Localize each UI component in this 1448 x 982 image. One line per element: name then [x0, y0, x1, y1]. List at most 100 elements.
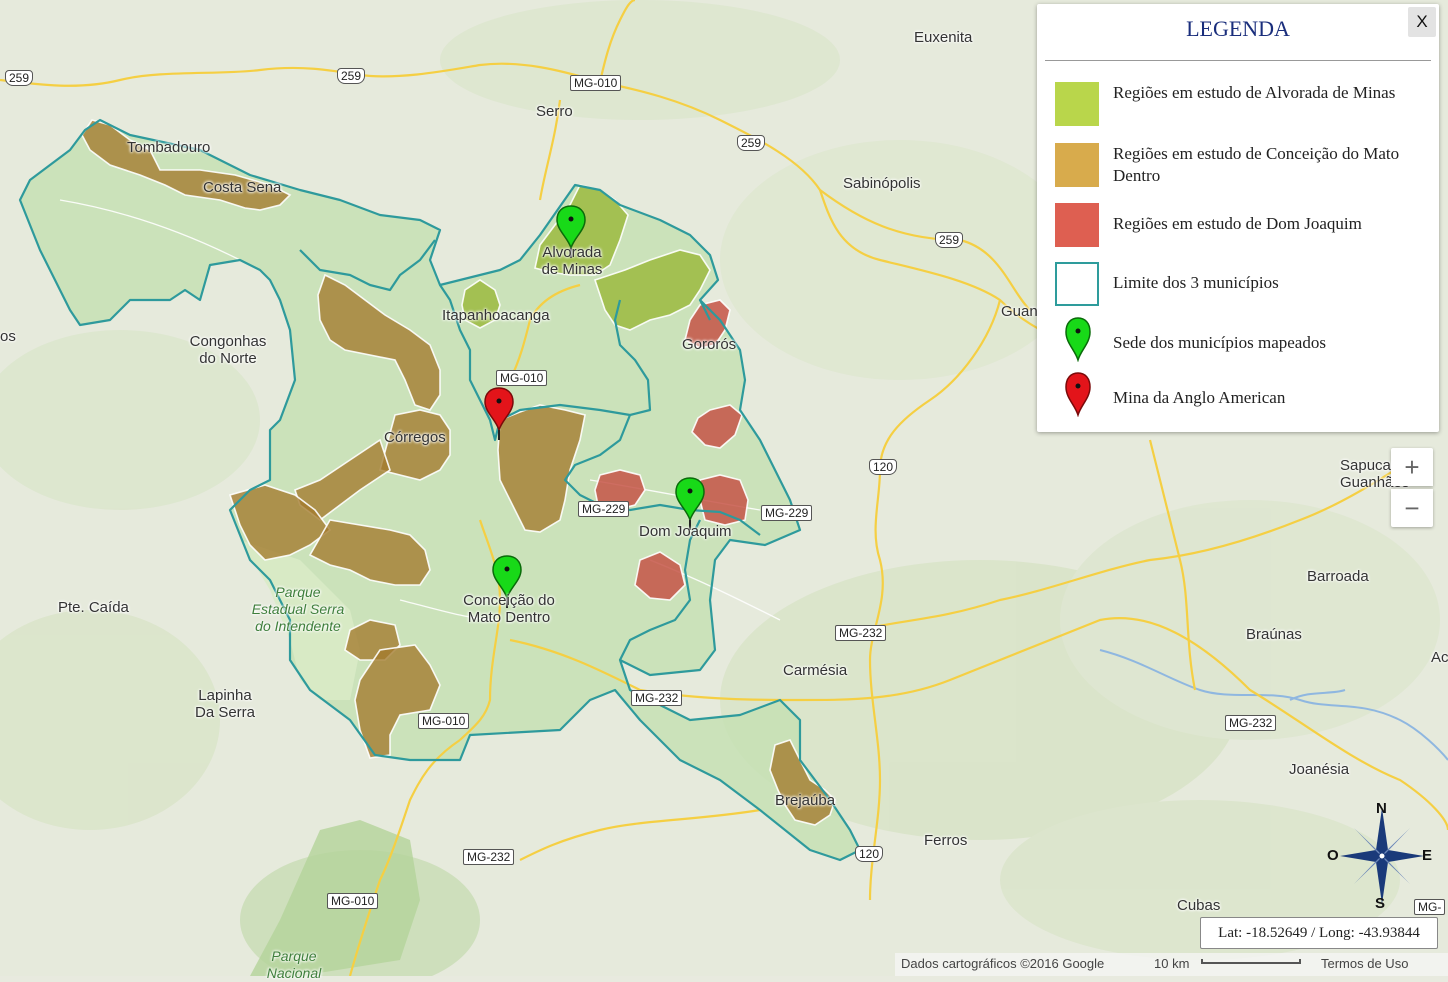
place-label: Pte. Caída: [58, 599, 129, 616]
boundary-line: [699, 299, 711, 321]
place-label: Braúnas: [1246, 626, 1302, 643]
place-label: Cubas: [1177, 897, 1221, 914]
compass-rose: [1330, 800, 1430, 910]
conceicao-region: [81, 119, 292, 211]
place-label: Serro: [536, 103, 573, 120]
conceicao-region: [317, 273, 441, 411]
green-marker-icon[interactable]: [675, 477, 705, 530]
place-label: Ferros: [924, 832, 968, 849]
place-label: Barroada: [1307, 568, 1369, 585]
label-line: Alvorada: [542, 244, 602, 261]
label-line: Da Serra: [194, 704, 256, 721]
road-shield: 259: [337, 68, 366, 84]
place-label: os: [0, 328, 16, 345]
terms-link[interactable]: Termos de Uso: [1321, 956, 1409, 971]
green-marker-icon[interactable]: [556, 205, 586, 258]
label-line: do Intendente: [255, 618, 341, 634]
label-line: Nacional: [266, 965, 322, 981]
place-label: Gororós: [682, 336, 737, 353]
place-label: Dom Joaquim: [639, 523, 732, 540]
road-shield: MG-229: [578, 501, 630, 517]
place-label: Lapinha Da Serra: [182, 687, 268, 721]
zoom-out-button[interactable]: −: [1391, 489, 1433, 527]
attribution-bar: Dados cartográficos ©2016 Google 10 km T…: [895, 953, 1448, 976]
place-label: Conceição do Mato Dentro: [448, 592, 570, 626]
green-marker-icon: [1065, 317, 1091, 362]
label-line: Sapucaí: [1340, 457, 1396, 474]
boundary-line: [439, 284, 652, 442]
label-line: Lapinha: [198, 687, 252, 704]
label-line: Estadual Serra: [251, 601, 345, 617]
boundary-line: [619, 519, 701, 661]
place-label: Alvorada de Minas: [530, 244, 614, 278]
place-label: Ac: [1431, 649, 1448, 666]
label-line: do Norte: [199, 350, 257, 367]
road-shield: MG-232: [835, 625, 887, 641]
conceicao-region: [354, 644, 441, 759]
river: [1289, 689, 1346, 701]
road-shield: 259: [5, 70, 34, 86]
road-shield: MG-010: [496, 370, 548, 386]
compass-south: S: [1375, 895, 1386, 912]
legend-item-label: Regiões em estudo de Alvorada de Minas: [1113, 83, 1396, 102]
place-label: Brejaúba: [775, 792, 836, 809]
legend-item-label: Mina da Anglo American: [1113, 388, 1286, 407]
label-line: Conceição do: [463, 592, 555, 609]
road-shield: MG-232: [631, 690, 683, 706]
conceicao-region: [228, 484, 332, 561]
place-label: Itapanhoacanga: [442, 307, 550, 324]
place-label: Euxenita: [914, 29, 973, 46]
park-label: Parque Estadual Serra do Intendente: [238, 584, 358, 635]
conceicao-region: [308, 519, 431, 586]
dom-joaquim-region: [699, 474, 749, 526]
label-line: Congonhas: [189, 333, 267, 350]
conceicao-swatch: [1055, 143, 1099, 187]
alvorada-swatch: [1055, 82, 1099, 126]
dom-joaquim-region: [691, 404, 743, 449]
compass-west: O: [1327, 847, 1339, 864]
place-label: Congonhas do Norte: [178, 333, 278, 367]
road-shield: 259: [737, 135, 766, 151]
legend-panel: LEGENDA X Regiões em estudo de Alvorada …: [1037, 4, 1439, 432]
label-line: Parque: [271, 948, 317, 964]
legend-item-label: Regiões em estudo de Dom Joaquim: [1113, 214, 1362, 233]
legend-item-label: Regiões em estudo de Conceição do Mato D…: [1113, 144, 1400, 185]
alvorada-region: [593, 249, 711, 331]
green-marker-icon[interactable]: [492, 555, 522, 608]
compass-icon: [1340, 808, 1424, 904]
road-shield: MG-232: [1225, 715, 1277, 731]
road-shield: MG-010: [418, 713, 470, 729]
legend-title: LEGENDA: [1186, 16, 1290, 41]
place-label: Tombadouro: [127, 139, 211, 156]
label-line: Mato Dentro: [467, 609, 551, 626]
conceicao-regions: [81, 119, 836, 826]
compass-east: E: [1422, 847, 1433, 864]
place-label: Joanésia: [1289, 761, 1350, 778]
boundary-line: [299, 239, 436, 292]
map-data-attribution: Dados cartográficos ©2016 Google: [901, 956, 1105, 971]
municipal-boundaries: [18, 118, 862, 862]
road-shield: MG-229: [761, 505, 813, 521]
boundary-swatch: [1055, 262, 1099, 306]
park-label: Parque Nacional: [258, 948, 330, 982]
label-line: de Minas: [541, 261, 603, 278]
legend-item-label: Sede dos municípios mapeados: [1113, 333, 1326, 352]
scale-bar: [1201, 959, 1301, 964]
road-shield: 259: [935, 232, 964, 248]
label-line: Parque: [275, 584, 321, 600]
boundary-line: [18, 118, 862, 862]
place-label: Costa Sena: [203, 179, 282, 196]
alvorada-region: [461, 279, 501, 329]
red-marker-icon[interactable]: [484, 387, 514, 440]
close-button[interactable]: X: [1408, 7, 1436, 37]
legend-divider: [1045, 60, 1431, 61]
place-label: Carmésia: [783, 662, 848, 679]
zoom-in-button[interactable]: +: [1391, 448, 1433, 486]
dom-joaquim-swatch: [1055, 203, 1099, 247]
legend-item-label: Limite dos 3 municípios: [1113, 273, 1279, 292]
compass-north: N: [1376, 800, 1387, 817]
dom-joaquim-region: [684, 299, 731, 349]
dom-joaquim-region: [594, 469, 646, 511]
